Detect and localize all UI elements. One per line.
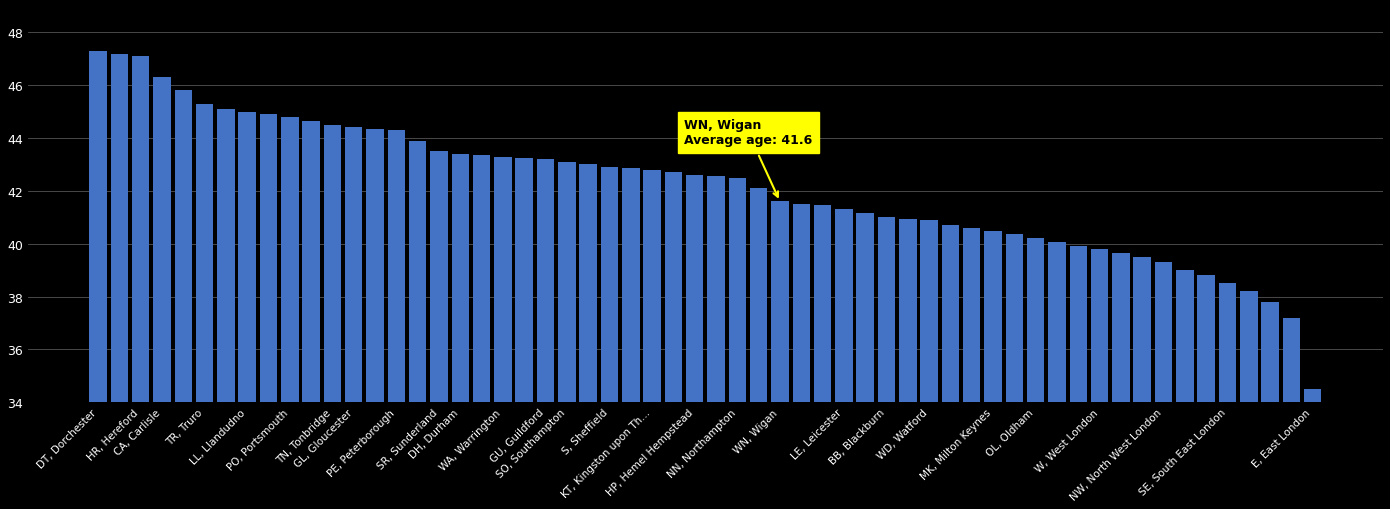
Bar [495, 157, 512, 403]
Bar [175, 91, 192, 403]
Bar [1027, 239, 1044, 403]
Bar [260, 115, 277, 403]
Bar [367, 130, 384, 403]
Bar [941, 226, 959, 403]
Bar [856, 214, 874, 403]
Bar [751, 189, 767, 403]
Bar [303, 122, 320, 403]
Bar [1005, 235, 1023, 403]
Bar [345, 128, 363, 403]
Bar [111, 54, 128, 403]
Bar [324, 126, 341, 403]
Bar [623, 169, 639, 403]
Bar [687, 176, 703, 403]
Bar [600, 168, 619, 403]
Bar [1283, 318, 1300, 403]
Bar [899, 219, 916, 403]
Text: WN, Wigan
Average age: 41.6: WN, Wigan Average age: 41.6 [684, 119, 812, 197]
Bar [1240, 292, 1258, 403]
Bar [537, 160, 555, 403]
Bar [771, 202, 788, 403]
Bar [1261, 302, 1279, 403]
Bar [644, 171, 660, 403]
Bar [813, 206, 831, 403]
Bar [792, 205, 810, 403]
Bar [153, 78, 171, 403]
Bar [580, 165, 596, 403]
Bar [196, 104, 213, 403]
Bar [920, 220, 938, 403]
Bar [1219, 284, 1236, 403]
Bar [409, 142, 427, 403]
Bar [473, 156, 491, 403]
Bar [1048, 243, 1066, 403]
Bar [877, 218, 895, 403]
Bar [1176, 271, 1194, 403]
Bar [1304, 389, 1322, 403]
Bar [239, 112, 256, 403]
Bar [516, 159, 532, 403]
Bar [1155, 263, 1172, 403]
Bar [1069, 247, 1087, 403]
Bar [452, 155, 468, 403]
Bar [708, 177, 724, 403]
Bar [984, 231, 1002, 403]
Bar [431, 152, 448, 403]
Bar [89, 52, 107, 403]
Bar [1133, 258, 1151, 403]
Bar [388, 131, 404, 403]
Bar [1091, 249, 1108, 403]
Bar [664, 173, 682, 403]
Bar [559, 162, 575, 403]
Bar [132, 57, 149, 403]
Bar [963, 229, 980, 403]
Bar [217, 110, 235, 403]
Bar [835, 210, 852, 403]
Bar [728, 178, 746, 403]
Bar [281, 118, 299, 403]
Bar [1112, 253, 1130, 403]
Bar [1197, 276, 1215, 403]
